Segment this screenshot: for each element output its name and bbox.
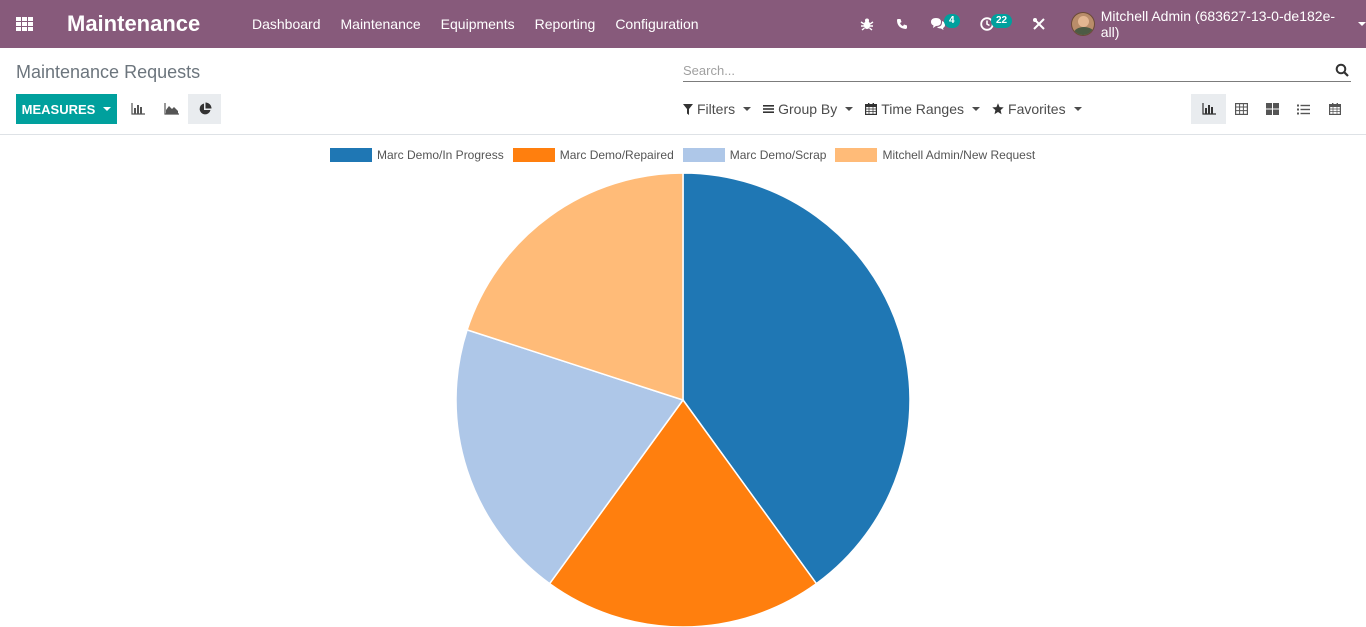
bar-chart-icon: [1201, 103, 1216, 115]
timeranges-label: Time Ranges: [881, 101, 965, 117]
search-bar: [683, 60, 1351, 82]
debug-bug-icon[interactable]: [860, 0, 874, 48]
pie-chart-icon: [199, 102, 211, 115]
legend-swatch: [682, 148, 725, 162]
pie-slice[interactable]: [455, 328, 685, 585]
kanban-view-button[interactable]: [1257, 94, 1288, 124]
apps-menu-icon[interactable]: [16, 17, 33, 31]
menu-item-reporting[interactable]: Reporting: [534, 16, 596, 32]
main-menu: Dashboard Maintenance Equipments Reporti…: [242, 0, 709, 48]
calendar-icon: [865, 103, 878, 115]
legend-label: Marc Demo/Scrap: [729, 148, 827, 162]
app-brand[interactable]: Maintenance: [67, 11, 201, 36]
list-icon: [1297, 104, 1310, 114]
chevron-down-icon: [103, 107, 112, 111]
chevron-down-icon: [1073, 107, 1082, 111]
menu-item-equipments[interactable]: Equipments: [440, 16, 515, 32]
messages-icon[interactable]: 4: [930, 0, 960, 48]
graph-view-button[interactable]: [1191, 94, 1226, 124]
activities-count-badge: 22: [991, 14, 1013, 28]
view-switcher: [1191, 94, 1350, 124]
pie-chart-button[interactable]: [188, 94, 221, 124]
calendar-view-button[interactable]: [1319, 94, 1350, 124]
area-chart-icon: [164, 103, 179, 115]
favorites-dropdown[interactable]: Favorites: [992, 101, 1082, 117]
bar-chart-icon: [130, 103, 145, 115]
chevron-down-icon: [1358, 22, 1366, 26]
bars-icon: [763, 105, 775, 113]
filters-label: Filters: [697, 101, 736, 117]
chevron-down-icon: [845, 107, 854, 111]
legend-swatch: [330, 148, 372, 162]
search-input[interactable]: [683, 60, 1323, 80]
favorites-label: Favorites: [1008, 101, 1066, 117]
chart-legend: Marc Demo/In Progress Marc Demo/Repaired…: [330, 147, 1044, 163]
table-icon: [1235, 103, 1248, 115]
pivot-view-button[interactable]: [1226, 94, 1257, 124]
legend-label: Marc Demo/In Progress: [377, 148, 504, 162]
control-panel: Maintenance Requests MEASURES Filters Gr…: [0, 48, 1366, 135]
activities-clock-icon[interactable]: 22: [980, 0, 1013, 48]
legend-item[interactable]: Marc Demo/In Progress: [330, 148, 504, 162]
search-options: Filters Group By Time Ranges Favorites: [683, 98, 1094, 120]
filter-icon: [683, 103, 693, 115]
groupby-label: Group By: [778, 101, 838, 117]
menu-item-configuration[interactable]: Configuration: [615, 16, 699, 32]
messages-count-badge: 4: [944, 14, 960, 28]
search-icon[interactable]: [1335, 63, 1349, 77]
timeranges-dropdown[interactable]: Time Ranges: [865, 101, 981, 117]
tools-icon[interactable]: [1032, 0, 1046, 48]
legend-item[interactable]: Marc Demo/Scrap: [682, 148, 827, 162]
kanban-icon: [1266, 103, 1279, 115]
phone-icon[interactable]: [896, 0, 908, 48]
legend-swatch: [512, 148, 555, 162]
legend-swatch: [835, 148, 878, 162]
pie-chart: [455, 172, 911, 627]
menu-item-dashboard[interactable]: Dashboard: [252, 16, 321, 32]
line-chart-button[interactable]: [155, 94, 188, 124]
bar-chart-button[interactable]: [121, 94, 154, 124]
graph-view: Marc Demo/In Progress Marc Demo/Repaired…: [0, 136, 1366, 627]
measures-label: MEASURES: [21, 101, 96, 117]
chevron-down-icon: [972, 107, 981, 111]
menu-item-maintenance[interactable]: Maintenance: [340, 16, 421, 32]
pie-slice[interactable]: [466, 172, 684, 402]
groupby-dropdown[interactable]: Group By: [763, 101, 854, 117]
user-avatar: [1071, 12, 1095, 36]
list-view-button[interactable]: [1288, 94, 1319, 124]
legend-item[interactable]: Mitchell Admin/New Request: [835, 148, 1035, 162]
measures-button[interactable]: MEASURES: [16, 94, 117, 124]
legend-label: Marc Demo/Repaired: [559, 148, 674, 162]
user-name: Mitchell Admin (683627-13-0-de182e-all): [1100, 8, 1336, 40]
calendar-icon: [1328, 103, 1341, 115]
legend-label: Mitchell Admin/New Request: [882, 148, 1036, 162]
legend-item[interactable]: Marc Demo/Repaired: [512, 148, 674, 162]
top-navbar: Maintenance Dashboard Maintenance Equipm…: [0, 0, 1366, 48]
chevron-down-icon: [743, 107, 752, 111]
pie-slice[interactable]: [682, 172, 911, 585]
page-title: Maintenance Requests: [16, 62, 201, 82]
star-icon: [992, 103, 1004, 115]
filters-dropdown[interactable]: Filters: [683, 101, 752, 117]
user-menu[interactable]: Mitchell Admin (683627-13-0-de182e-all): [1071, 0, 1366, 48]
